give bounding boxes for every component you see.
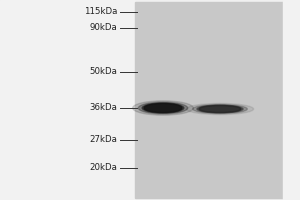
Bar <box>135 2 283 198</box>
Ellipse shape <box>199 106 241 112</box>
Ellipse shape <box>138 102 188 114</box>
Ellipse shape <box>193 104 247 114</box>
Ellipse shape <box>133 101 194 115</box>
Text: 90kDa: 90kDa <box>89 23 117 32</box>
Ellipse shape <box>197 105 243 113</box>
Text: 27kDa: 27kDa <box>89 136 117 144</box>
Bar <box>0 0 135 200</box>
Text: 20kDa: 20kDa <box>89 164 117 172</box>
Text: 50kDa: 50kDa <box>89 68 117 76</box>
Ellipse shape <box>144 104 182 112</box>
Text: 115kDa: 115kDa <box>84 7 117 17</box>
Ellipse shape <box>186 103 254 115</box>
Ellipse shape <box>142 103 184 113</box>
Text: 36kDa: 36kDa <box>89 104 117 112</box>
Bar <box>283 0 300 200</box>
